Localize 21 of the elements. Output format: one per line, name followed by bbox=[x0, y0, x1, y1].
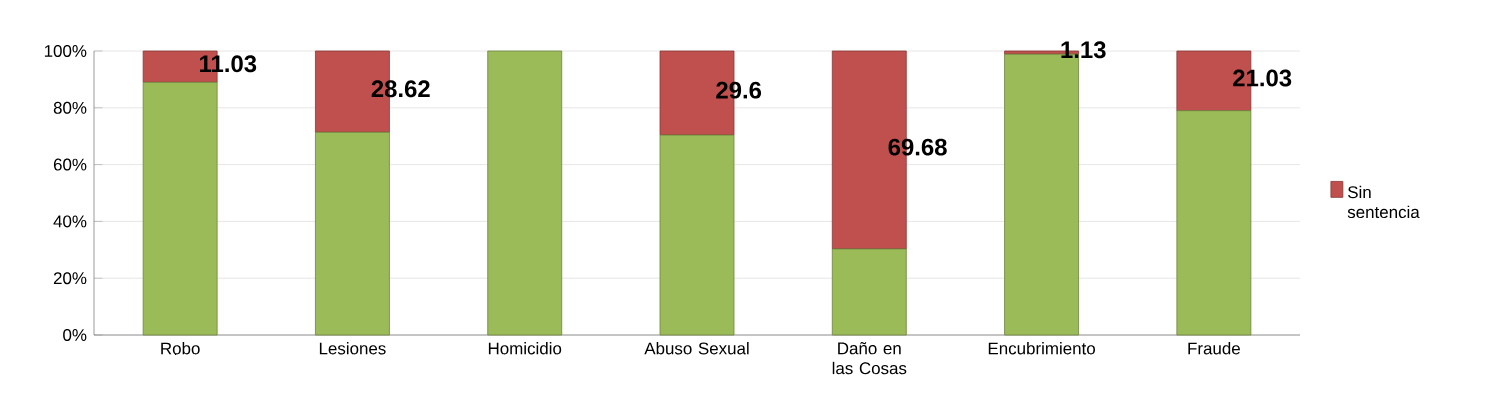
bar bbox=[659, 134, 735, 336]
x-tick-label: Abuso Sexual bbox=[644, 342, 749, 355]
bar bbox=[831, 248, 907, 336]
data-label: 1.13 bbox=[1061, 41, 1106, 59]
y-tick-label: 20% bbox=[53, 272, 87, 285]
y-tick-label: 40% bbox=[53, 215, 87, 228]
x-tick-label: Homicidio bbox=[488, 342, 562, 355]
bar bbox=[142, 81, 218, 336]
y-tick-label: 60% bbox=[53, 158, 87, 171]
x-tick-label: Fraude bbox=[1188, 342, 1240, 355]
x-tick-label: Lesiones bbox=[319, 342, 386, 355]
x-tick-label: Robo bbox=[161, 342, 200, 355]
bar bbox=[1176, 110, 1252, 336]
y-tick-label: 100% bbox=[44, 45, 87, 57]
bar bbox=[315, 131, 390, 336]
x-tick-label: Daño en las Cosas bbox=[832, 342, 907, 375]
y-tick-label: 80% bbox=[53, 101, 87, 114]
y-tick-label: 0% bbox=[63, 329, 87, 341]
legend-label: Sin sentencia bbox=[1347, 185, 1420, 219]
x-tick-label: Encubrimiento bbox=[988, 342, 1095, 355]
bar bbox=[487, 50, 563, 336]
